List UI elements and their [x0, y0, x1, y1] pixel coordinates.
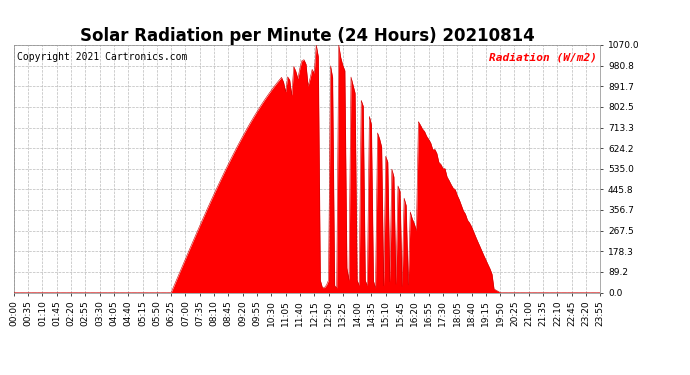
Title: Solar Radiation per Minute (24 Hours) 20210814: Solar Radiation per Minute (24 Hours) 20… [79, 27, 535, 45]
Text: Copyright 2021 Cartronics.com: Copyright 2021 Cartronics.com [17, 53, 187, 62]
Text: Radiation (W/m2): Radiation (W/m2) [489, 53, 598, 62]
